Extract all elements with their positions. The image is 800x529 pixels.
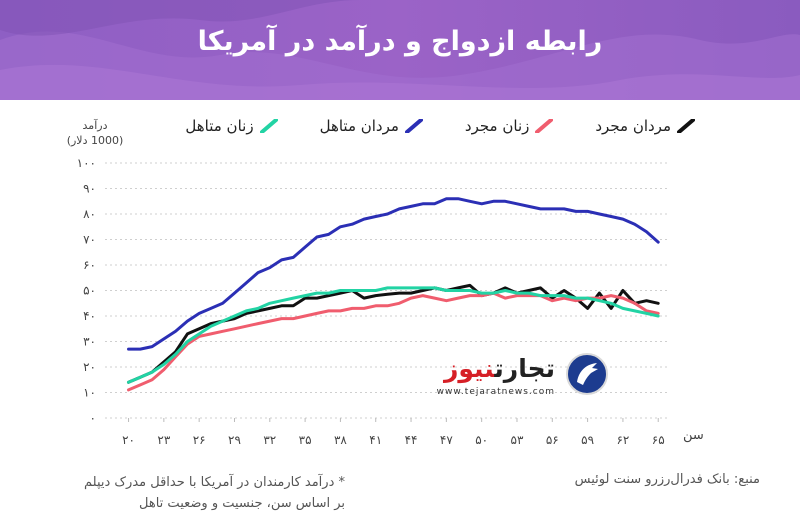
page-title: رابطه ازدواج و درآمد در آمریکا	[197, 26, 603, 57]
y-tick-label: ۷۰	[83, 233, 96, 247]
footnote: * درآمد کارمندان در آمریکا با حداقل مدرک…	[5, 472, 345, 514]
x-tick-label: ۲۰	[122, 433, 135, 447]
logo-arrow-icon	[566, 353, 608, 395]
x-tick-label: ۵۳	[511, 433, 524, 447]
x-axis-ticks: ۲۰ ۲۳ ۲۶ ۲۹ ۳۲ ۳۵ ۳۸ ۴۱ ۴۴ ۴۷ ۵۰ ۵۳ ۵۶ ۵۹ ۶۲ ۶۵	[122, 418, 665, 447]
x-tick-label: ۲۳	[157, 433, 170, 447]
y-axis-label: درآمد (1000 دلار)	[62, 118, 128, 148]
x-tick-label: ۴۴	[405, 433, 418, 447]
x-axis-unit-label: سن	[683, 428, 704, 443]
logo-name-part2: نیوز	[443, 354, 495, 383]
header-banner: رابطه ازدواج و درآمد در آمریکا	[0, 0, 800, 100]
series-line-2	[127, 197, 660, 351]
y-tick-label: ۱۰	[83, 386, 96, 400]
y-axis-ticks: ۰ ۱۰ ۲۰ ۳۰ ۴۰ ۵۰ ۶۰ ۷۰ ۸۰ ۹۰ ۱۰۰	[77, 156, 96, 425]
x-tick-label: ۲۹	[228, 433, 241, 447]
header-wave-decoration	[0, 0, 800, 100]
legend-item-single-women: زنان مجرد	[464, 117, 554, 135]
x-tick-label: ۲۶	[193, 433, 206, 447]
legend-label-single-men: مردان مجرد	[595, 117, 671, 135]
x-tick-label: ۴۱	[369, 433, 382, 447]
x-tick-label: ۴۷	[440, 433, 453, 447]
y-tick-label: ۸۰	[83, 207, 96, 221]
y-tick-label: ۰	[90, 411, 96, 425]
x-tick-label: ۵۰	[475, 433, 488, 447]
x-tick-label: ۵۶	[546, 433, 559, 447]
y-axis-label-line2: (1000 دلار)	[66, 134, 124, 147]
y-tick-label: ۳۰	[83, 335, 96, 349]
footnote-line2: بر اساس سن، جنسیت و وضعیت تاهل	[139, 496, 345, 511]
chart-legend: مردان مجرد زنان مجرد مردان متاهل زنان مت…	[185, 117, 695, 135]
logo-wordmark: تجارتنیوز	[420, 354, 555, 383]
legend-item-married-women: زنان متاهل	[185, 117, 278, 135]
legend-label-married-women: زنان متاهل	[185, 117, 254, 135]
logo-name-part1: تجارت	[494, 354, 555, 383]
x-tick-label: ۵۹	[581, 433, 594, 447]
x-tick-label: ۶۲	[616, 433, 629, 447]
legend-swatch-single-women	[535, 119, 554, 133]
y-tick-label: ۵۰	[83, 284, 96, 298]
x-tick-label: ۶۵	[652, 433, 665, 447]
legend-label-single-women: زنان مجرد	[464, 117, 530, 135]
logo-url: www.tejaratnews.com	[436, 387, 555, 397]
source-note: منبع: بانک فدرال‌رزرو سنت لوئیس	[574, 472, 760, 487]
x-tick-label: ۳۸	[334, 433, 347, 447]
legend-item-married-men: مردان متاهل	[320, 117, 423, 135]
y-tick-label: ۱۰۰	[77, 156, 96, 170]
footnote-line1: * درآمد کارمندان در آمریکا با حداقل مدرک…	[84, 475, 345, 490]
legend-swatch-married-men	[404, 119, 423, 133]
y-tick-label: ۲۰	[83, 360, 96, 374]
x-tick-label: ۳۵	[299, 433, 312, 447]
legend-swatch-single-men	[677, 119, 695, 133]
tejaratnews-logo: تجارتنیوز www.tejaratnews.com	[420, 350, 610, 405]
y-tick-label: ۴۰	[83, 309, 96, 323]
legend-label-married-men: مردان متاهل	[319, 117, 399, 135]
legend-item-single-men: مردان مجرد	[595, 117, 695, 135]
y-tick-label: ۶۰	[83, 258, 96, 272]
x-tick-label: ۳۲	[263, 433, 276, 447]
y-axis-label-line1: درآمد	[82, 119, 108, 132]
y-tick-label: ۹۰	[83, 182, 96, 196]
legend-swatch-married-women	[259, 119, 278, 133]
